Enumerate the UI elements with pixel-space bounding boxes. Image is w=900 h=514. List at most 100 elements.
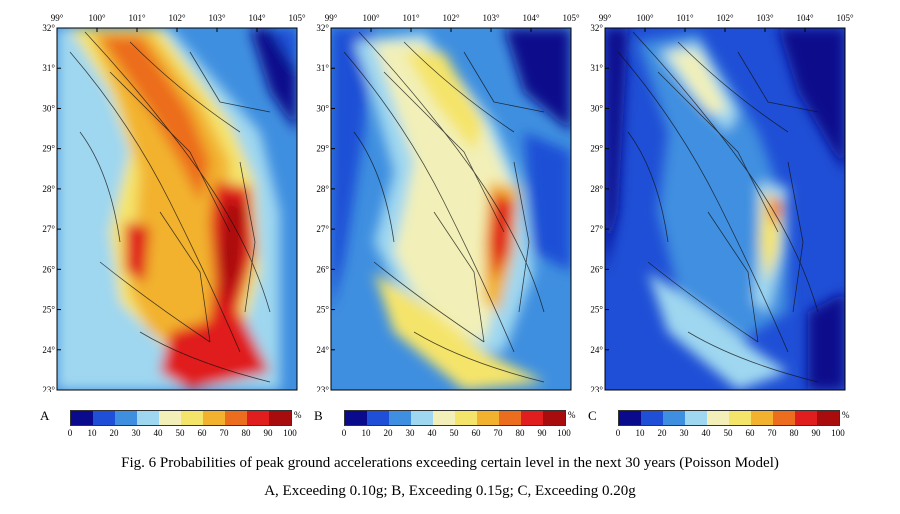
- scale-label: 80: [789, 428, 799, 438]
- scale-label: 20: [109, 428, 119, 438]
- scale-label: 0: [615, 428, 621, 438]
- lat-ticks-c: 32° 31° 30° 29° 28° 27° 26° 25° 24° 23°: [590, 23, 609, 392]
- color-bin: [93, 411, 115, 425]
- hazard-map-c: 99° 100° 101° 102° 103° 104° 105° 32° 31° 30° 29°…: [590, 13, 854, 392]
- color-bin: [521, 411, 543, 425]
- scale-label: 10: [635, 428, 645, 438]
- lon-tick-label: 99°: [325, 13, 338, 23]
- lat-tick-label: 26°: [590, 264, 603, 274]
- color-bin: [389, 411, 411, 425]
- hazard-map-a: 99° 100° 101° 102° 103° 104° 105° 32° 31° 30° 29°…: [42, 13, 306, 392]
- color-bin: [269, 411, 291, 425]
- color-bin: [685, 411, 707, 425]
- color-bin: [411, 411, 433, 425]
- scale-label: 50: [723, 428, 733, 438]
- panel-letter-c: C: [588, 408, 597, 423]
- lon-tick-label: 100°: [88, 13, 106, 23]
- color-bin: [455, 411, 477, 425]
- lat-tick-label: 30°: [42, 103, 55, 113]
- lat-tick-label: 27°: [42, 224, 55, 234]
- unit-label: %: [842, 410, 850, 420]
- legend-b: B % 0 10 20 30 40 50 60 70 80 90 100: [314, 408, 586, 444]
- color-bin: [641, 411, 663, 425]
- lat-tick-label: 25°: [316, 305, 329, 315]
- lat-tick-label: 26°: [316, 264, 329, 274]
- color-bar: [618, 410, 840, 426]
- lat-tick-label: 24°: [590, 345, 603, 355]
- scale-label: 90: [537, 428, 547, 438]
- color-bin: [499, 411, 521, 425]
- color-bin: [729, 411, 751, 425]
- lon-tick-label: 104°: [796, 13, 814, 23]
- lon-tick-label: 105°: [836, 13, 854, 23]
- lat-tick-label: 30°: [590, 103, 603, 113]
- scale-label: 90: [811, 428, 821, 438]
- lat-tick-label: 32°: [590, 23, 603, 33]
- scale-label: 60: [745, 428, 755, 438]
- scale-label: 100: [831, 428, 845, 438]
- lat-tick-label: 28°: [316, 184, 329, 194]
- scale-label: 10: [87, 428, 97, 438]
- lon-ticks-b: 99° 100° 101° 102° 103° 104° 105°: [325, 13, 580, 32]
- color-bin: [181, 411, 203, 425]
- lat-tick-label: 32°: [42, 23, 55, 33]
- legend-c: C % 0 10 20 30 40 50 60 70 80 90 100: [588, 408, 860, 444]
- scale-label: 50: [449, 428, 459, 438]
- figure-caption-title: Fig. 6 Probabilities of peak ground acce…: [121, 455, 779, 471]
- panel-letter-b: B: [314, 408, 323, 423]
- scale-labels: 0 10 20 30 40 50 60 70 80 90 100: [342, 428, 571, 440]
- lon-tick-label: 105°: [288, 13, 306, 23]
- lon-tick-label: 104°: [248, 13, 266, 23]
- lat-tick-label: 30°: [316, 103, 329, 113]
- lon-tick-label: 101°: [676, 13, 694, 23]
- scale-label: 80: [241, 428, 251, 438]
- scale-label: 70: [493, 428, 503, 438]
- color-bin: [773, 411, 795, 425]
- lon-tick-label: 103°: [208, 13, 226, 23]
- lat-tick-label: 28°: [42, 184, 55, 194]
- color-bin: [433, 411, 455, 425]
- map-panel-a: 99° 100° 101° 102° 103° 104° 105° 32° 31° 30° 29°…: [40, 12, 312, 392]
- lat-tick-label: 26°: [42, 264, 55, 274]
- color-bin: [477, 411, 499, 425]
- color-bin: [817, 411, 839, 425]
- lat-tick-label: 31°: [316, 63, 329, 73]
- color-bin: [795, 411, 817, 425]
- color-bar: [70, 410, 292, 426]
- lon-tick-label: 99°: [51, 13, 64, 23]
- lat-tick-label: 25°: [42, 305, 55, 315]
- lat-tick-label: 23°: [316, 385, 329, 392]
- lat-tick-label: 29°: [42, 144, 55, 154]
- scale-label: 80: [515, 428, 525, 438]
- color-bin: [707, 411, 729, 425]
- lat-tick-label: 27°: [316, 224, 329, 234]
- color-bin: [159, 411, 181, 425]
- lon-tick-label: 105°: [562, 13, 580, 23]
- color-bin: [543, 411, 565, 425]
- lon-tick-label: 102°: [168, 13, 186, 23]
- scale-label: 0: [67, 428, 73, 438]
- lat-tick-label: 25°: [590, 305, 603, 315]
- scale-label: 20: [657, 428, 667, 438]
- lon-tick-label: 101°: [128, 13, 146, 23]
- color-bin: [247, 411, 269, 425]
- lon-tick-label: 100°: [362, 13, 380, 23]
- figure-caption-subtitle: A, Exceeding 0.10g; B, Exceeding 0.15g; …: [264, 483, 636, 499]
- lat-tick-label: 23°: [42, 385, 55, 392]
- color-bin: [115, 411, 137, 425]
- scale-label: 60: [471, 428, 481, 438]
- color-bin: [345, 411, 367, 425]
- lon-tick-label: 101°: [402, 13, 420, 23]
- color-bar: [344, 410, 566, 426]
- lon-tick-label: 103°: [482, 13, 500, 23]
- unit-label: %: [294, 410, 302, 420]
- lon-tick-label: 99°: [599, 13, 612, 23]
- scale-label: 100: [283, 428, 297, 438]
- color-bin: [71, 411, 93, 425]
- scale-label: 70: [219, 428, 229, 438]
- scale-label: 50: [175, 428, 185, 438]
- color-bin: [663, 411, 685, 425]
- lon-tick-label: 104°: [522, 13, 540, 23]
- scale-label: 40: [153, 428, 163, 438]
- map-panel-b: 99° 100° 101° 102° 103° 104° 105° 32° 31° 30° 29°…: [314, 12, 586, 392]
